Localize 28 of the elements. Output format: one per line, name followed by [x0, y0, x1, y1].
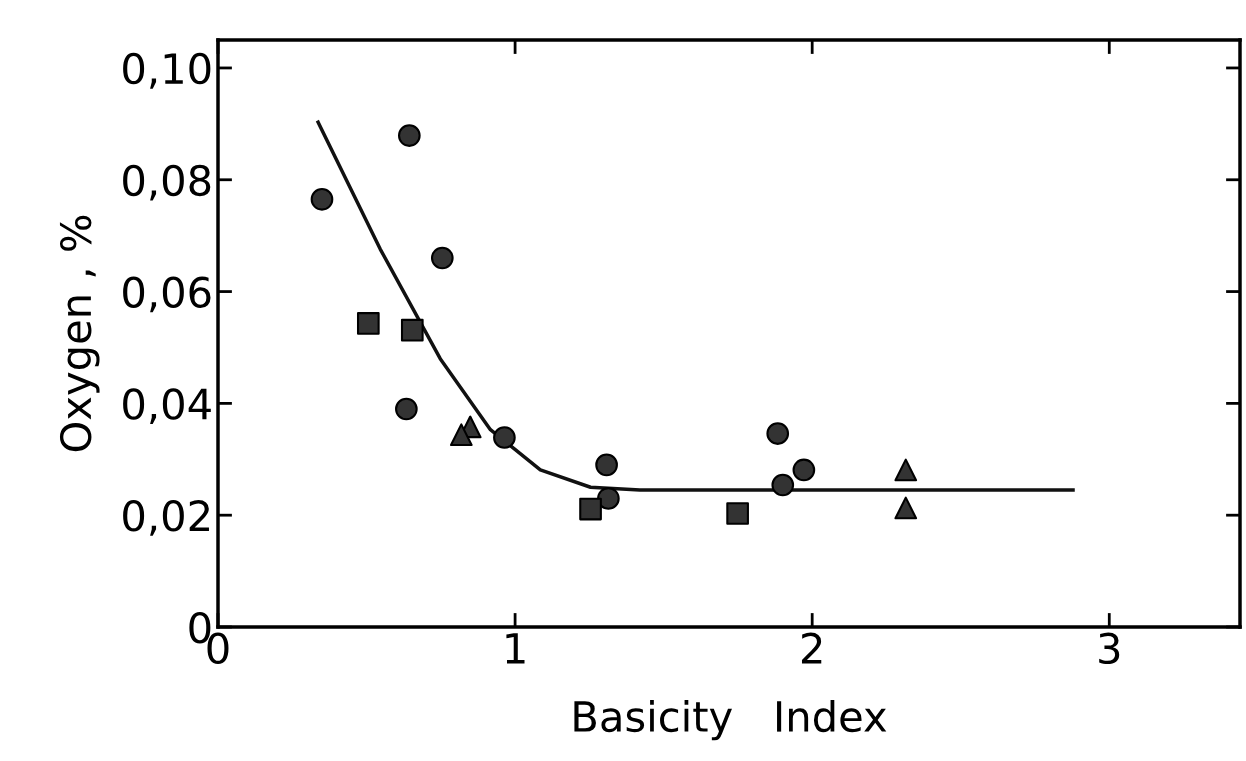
point — [771, 473, 795, 497]
y-axis-title: Oxygen , % — [59, 215, 100, 452]
y-tick-label: 0,04 — [123, 388, 211, 425]
y-tick-label: 0,08 — [123, 164, 211, 201]
point — [595, 453, 618, 477]
point — [430, 246, 454, 270]
point — [894, 496, 918, 520]
point — [395, 397, 418, 421]
point — [397, 124, 421, 147]
point — [597, 487, 620, 510]
x-axis-title: Basicity Index — [574, 699, 887, 741]
point — [766, 422, 790, 445]
x-tick-label: 1 — [506, 633, 525, 664]
point — [894, 458, 918, 482]
line-series — [316, 120, 1075, 492]
point — [579, 497, 602, 521]
point — [400, 318, 424, 342]
x-tick-label: 2 — [801, 632, 822, 664]
y-tick-label: 0,06 — [123, 276, 211, 313]
y-tick-label: 0,02 — [123, 500, 209, 536]
point — [493, 426, 516, 449]
point — [726, 502, 749, 525]
point — [356, 312, 380, 335]
x-tick-label: 3 — [1099, 632, 1120, 665]
y-tick-label: 0,10 — [123, 52, 211, 89]
point — [792, 458, 816, 482]
point — [449, 423, 473, 447]
point — [310, 187, 334, 211]
